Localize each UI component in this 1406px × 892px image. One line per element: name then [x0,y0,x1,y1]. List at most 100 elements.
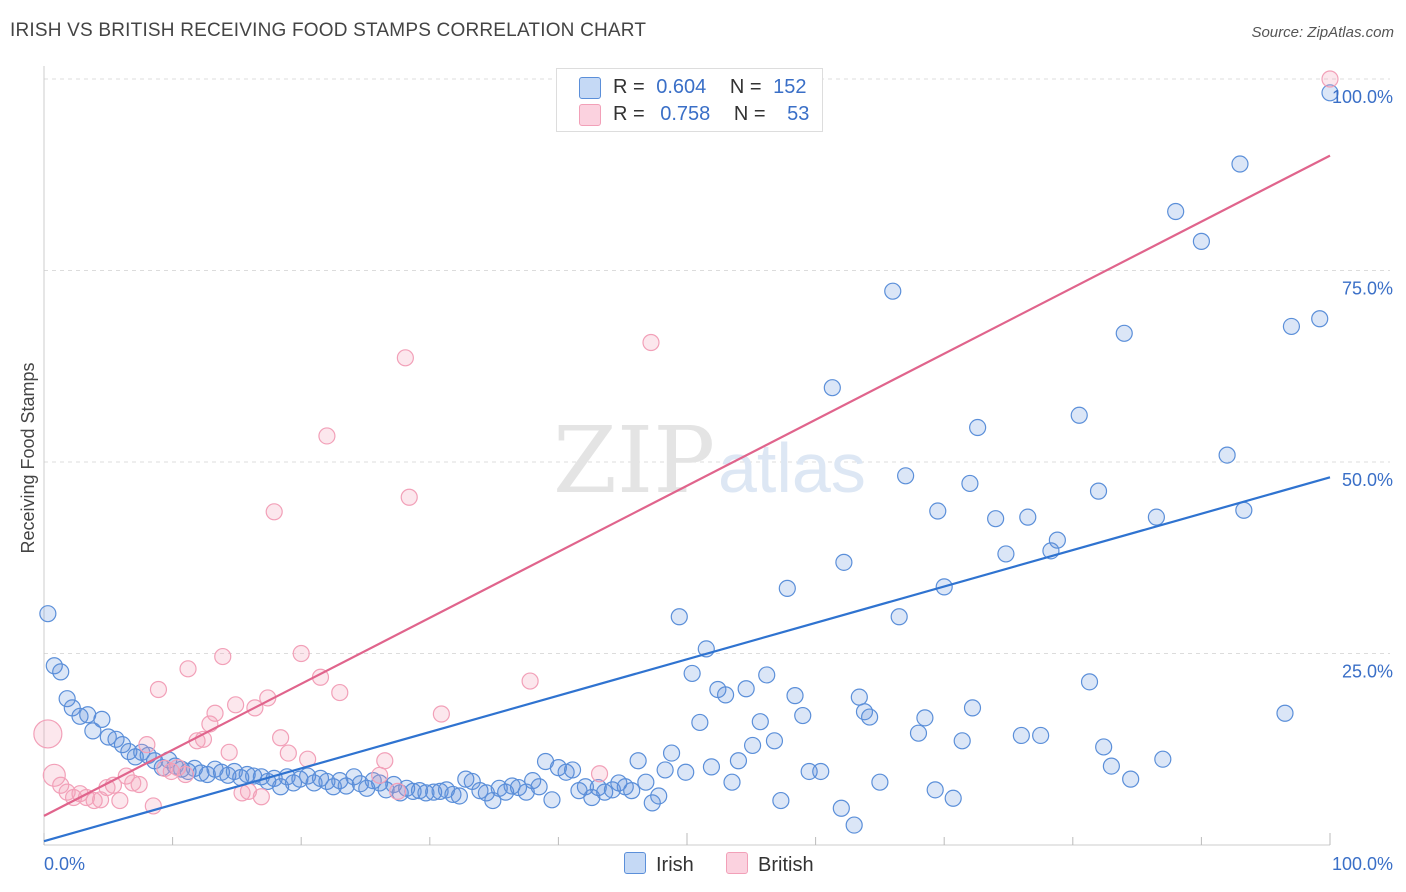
irish-point [871,773,889,791]
irish-swatch [579,77,601,99]
british-point [590,765,609,783]
irish-point [961,474,979,493]
bottom-legend-irish: Irish [624,852,694,877]
irish-point [1311,310,1329,328]
irish-point [1218,446,1236,464]
irish-point [39,605,57,623]
irish-point [884,282,902,300]
irish-point [823,379,841,397]
irish-point [1282,317,1301,336]
y-tick-label: 25.0% [1342,662,1393,682]
irish-point [729,752,748,770]
irish-point [450,787,468,805]
watermark: ZIP atlas [553,407,866,514]
british-point [1321,70,1339,88]
irish-point [583,788,601,807]
legend-n-label: N = [733,103,766,125]
irish-point [1154,750,1172,768]
irish-point [758,666,776,684]
british-point [176,765,195,784]
irish-point [299,767,317,785]
british-legend-label: British [758,854,814,876]
irish-point [670,608,688,626]
irish-point [1122,770,1140,788]
british-n-value: 53 [787,103,810,125]
irish-point [503,777,521,795]
british-point [42,763,66,787]
british-point [389,782,407,800]
british-point [220,743,238,761]
british-point [331,683,349,702]
irish-point [79,706,97,724]
irish-point [794,706,812,725]
british-point [85,791,103,810]
british-point [371,766,389,784]
legend-r-label: R = [613,103,645,125]
irish-point [786,687,804,705]
irish-point [345,768,363,786]
irish-point [1192,232,1211,250]
irish-point [737,680,755,698]
british-point [642,333,660,352]
irish-point [897,467,915,485]
irish-n-value: 152 [773,76,807,98]
irish-point [832,799,850,817]
legend-r-label: R = [613,76,645,98]
british-point [130,775,148,794]
british-point [111,791,129,810]
irish-point [929,502,947,520]
british-point [318,427,336,445]
trend-lines [43,154,1331,843]
irish-point [987,510,1005,528]
irish-point [1167,202,1185,221]
british-point [272,729,290,747]
irish-point [425,783,443,801]
irish-point [272,778,290,796]
irish-point [524,772,542,790]
british-point [279,744,297,762]
irish-point [1019,508,1037,526]
irish-point [850,688,868,706]
irish-point [113,736,132,754]
irish-point [772,791,790,810]
irish-point [1032,726,1050,745]
irish-point [845,816,863,834]
y-tick-label: 75.0% [1342,279,1393,299]
irish-point [650,787,668,805]
british-point [149,680,168,699]
irish-point [861,708,879,726]
irish-legend-label: Irish [656,854,694,876]
british-point [400,488,418,506]
irish-point [1231,155,1249,173]
british-point [252,788,270,806]
irish-point [497,783,515,801]
irish-point [835,553,853,571]
british-point [432,705,450,723]
y-tick-label: 100.0% [1332,87,1393,107]
irish-point [677,763,695,781]
irish-point [765,732,784,750]
irish-point [743,736,762,755]
x-tick-label-max: 100.0% [1332,854,1393,874]
irish-point [563,761,582,779]
british-point [265,503,283,521]
irish-point [637,773,655,791]
british-r-value: 0.758 [660,103,711,125]
irish-point [1235,501,1253,519]
axis-labels: Receiving Food Stamps 25.0% 50.0% 75.0% 100… [18,87,1393,874]
irish-point [1276,704,1294,722]
irish-point [530,778,548,796]
irish-point [324,778,342,796]
irish-point [238,765,256,784]
irish-point [691,713,709,732]
irish-point [963,699,982,717]
irish-point [643,794,661,812]
british-point [33,719,63,749]
irish-point [997,545,1015,563]
irish-point [944,789,962,807]
british-swatch [579,104,601,126]
irish-point [45,657,63,675]
irish-point [543,791,561,809]
watermark-zip: ZIP [553,407,715,514]
